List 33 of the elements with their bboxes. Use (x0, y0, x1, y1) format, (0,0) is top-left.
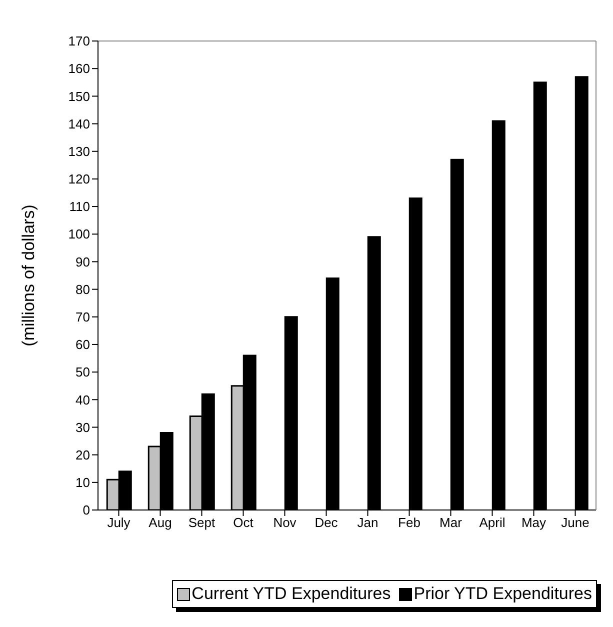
x-tick-label: Sept (188, 515, 216, 530)
y-tick-label: 140 (68, 116, 90, 132)
x-tick-label: Dec (314, 515, 338, 530)
y-tick-label: 170 (68, 34, 90, 49)
y-tick-label: 50 (76, 364, 90, 380)
legend-label: Current YTD Expenditures (192, 584, 391, 604)
y-tick-label: 160 (68, 61, 90, 76)
x-tick-label: Oct (233, 515, 254, 530)
legend-label: Prior YTD Expenditures (414, 584, 592, 604)
x-tick-label: Jan (357, 515, 378, 530)
x-tick-label: July (107, 515, 131, 530)
y-tick-label: 60 (76, 337, 90, 352)
y-tick-label: 110 (69, 199, 90, 214)
y-axis-title: (millions of dollars) (19, 204, 38, 346)
y-tick-label: 10 (76, 475, 90, 490)
y-tick-label: 20 (76, 447, 90, 462)
x-tick-label: Feb (398, 515, 420, 530)
y-tick-label: 70 (76, 309, 90, 324)
y-tick-label: 0 (82, 502, 90, 518)
x-tick-label: June (561, 515, 590, 530)
y-tick-label: 40 (76, 392, 90, 408)
x-tick-label: May (521, 515, 547, 530)
y-tick-label: 90 (76, 254, 90, 270)
y-tick-label: 30 (76, 420, 90, 435)
x-tick-label: April (479, 515, 506, 530)
y-tick-label: 80 (76, 282, 90, 297)
y-tick-label: 120 (68, 172, 90, 187)
y-tick-label: 100 (68, 226, 90, 242)
x-tick-label: Aug (148, 515, 172, 530)
y-tick-label: 130 (68, 144, 90, 159)
y-tick-label: 150 (68, 88, 90, 104)
x-tick-label: Mar (440, 515, 463, 530)
x-tick-label: Nov (273, 515, 297, 530)
